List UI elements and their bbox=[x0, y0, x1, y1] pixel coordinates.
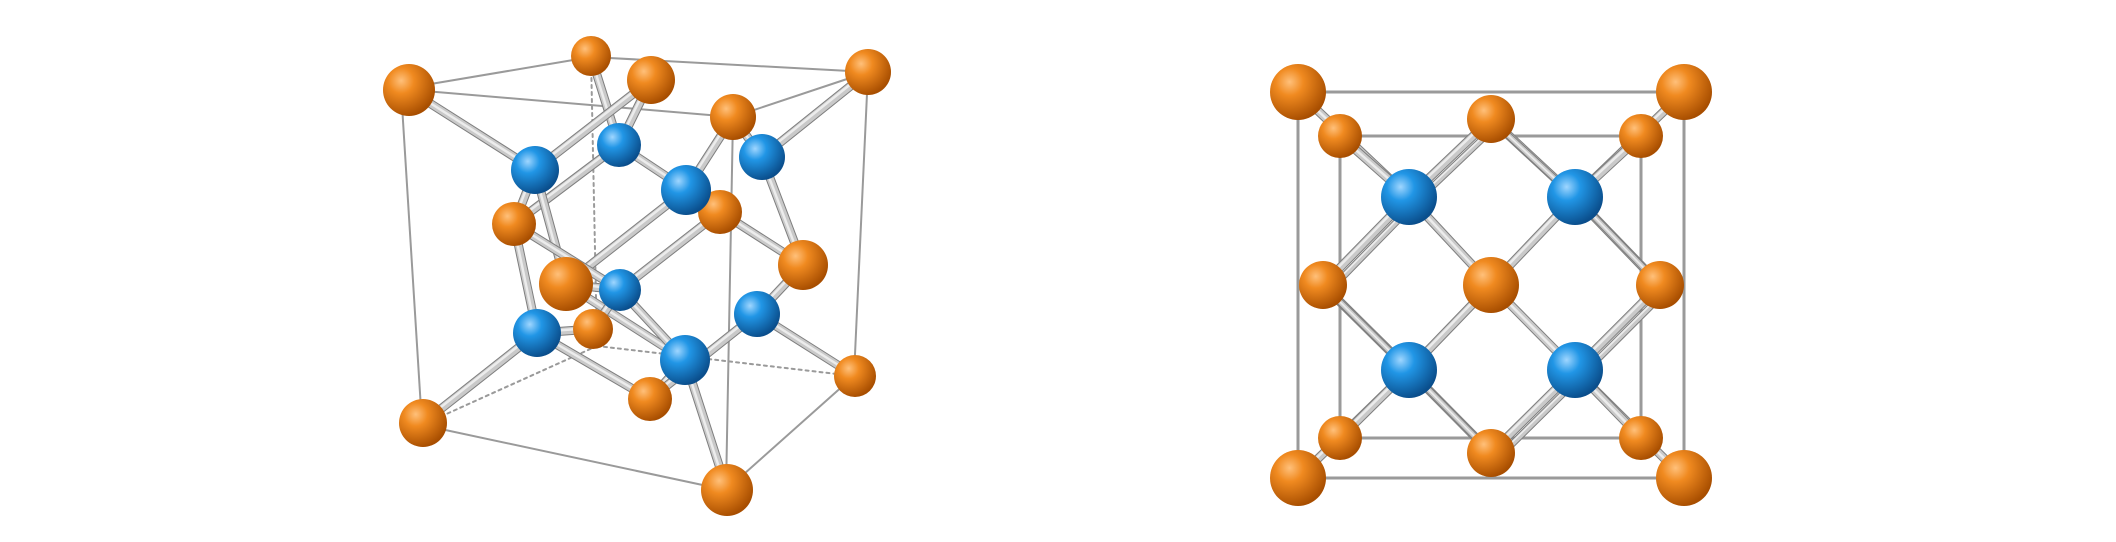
orange-atom bbox=[539, 257, 593, 311]
blue-atom bbox=[660, 335, 710, 385]
bond bbox=[531, 76, 655, 174]
perspective-view-panel bbox=[383, 36, 891, 516]
orange-atom bbox=[1636, 261, 1684, 309]
orange-atom bbox=[628, 377, 672, 421]
orange-atom bbox=[383, 64, 435, 116]
orange-atom bbox=[845, 49, 891, 95]
blue-atom bbox=[739, 134, 785, 180]
orange-atom bbox=[571, 36, 611, 76]
blue-atom bbox=[661, 165, 711, 215]
blue-atom bbox=[597, 123, 641, 167]
unit-cell-edge-hidden bbox=[421, 345, 598, 426]
top-down-view-panel bbox=[1270, 64, 1712, 506]
orange-atom bbox=[573, 309, 613, 349]
orange-atom bbox=[399, 399, 447, 447]
orange-atom bbox=[778, 240, 828, 290]
blue-atom bbox=[513, 309, 561, 357]
unit-cell-edge bbox=[590, 56, 869, 73]
orange-atom bbox=[1270, 64, 1326, 120]
orange-atom bbox=[1463, 257, 1519, 313]
unit-cell-edge bbox=[400, 88, 734, 118]
orange-atom bbox=[1270, 450, 1326, 506]
orange-atom bbox=[1318, 416, 1362, 460]
blue-atom bbox=[511, 146, 559, 194]
orange-atom bbox=[710, 94, 756, 140]
orange-atom bbox=[1619, 114, 1663, 158]
unit-cell-edge bbox=[421, 424, 727, 491]
orange-atom bbox=[1656, 64, 1712, 120]
bond bbox=[419, 329, 541, 427]
orange-atom bbox=[1656, 450, 1712, 506]
blue-atom bbox=[734, 291, 780, 337]
unit-cell-edge bbox=[400, 88, 423, 426]
orange-atom bbox=[627, 56, 675, 104]
orange-atom bbox=[1467, 95, 1515, 143]
unit-cell-edge bbox=[725, 116, 734, 491]
orange-atom bbox=[1467, 429, 1515, 477]
orange-atom bbox=[492, 202, 536, 246]
unit-cell-edge-hidden bbox=[596, 345, 855, 377]
bond-highlight bbox=[420, 330, 538, 424]
unit-cell-edge bbox=[725, 375, 855, 491]
bond-highlight bbox=[532, 77, 652, 171]
unit-cell-edge bbox=[853, 71, 869, 377]
orange-atom bbox=[698, 190, 742, 234]
orange-atom bbox=[1619, 416, 1663, 460]
orange-atom bbox=[1299, 261, 1347, 309]
unit-cell-edge bbox=[732, 71, 869, 118]
blue-atom bbox=[1547, 169, 1603, 225]
blue-atom bbox=[1547, 342, 1603, 398]
blue-atom bbox=[599, 269, 641, 311]
blue-atom bbox=[1381, 342, 1437, 398]
orange-atom bbox=[1318, 114, 1362, 158]
orange-atom bbox=[701, 464, 753, 516]
orange-atom bbox=[834, 355, 876, 397]
blue-atom bbox=[1381, 169, 1437, 225]
